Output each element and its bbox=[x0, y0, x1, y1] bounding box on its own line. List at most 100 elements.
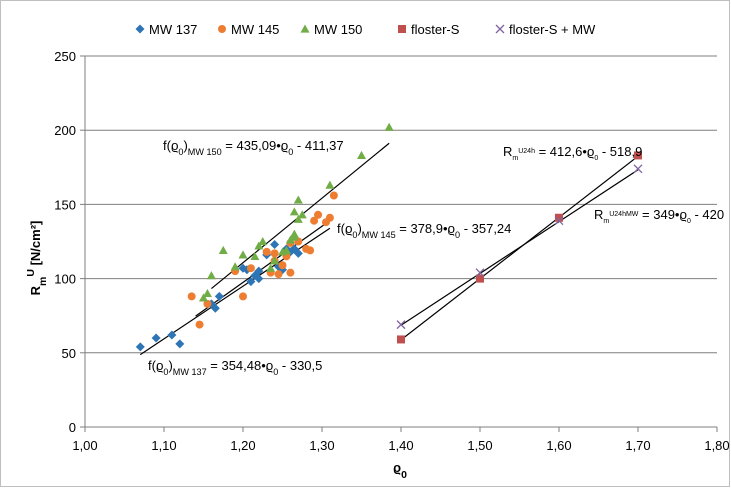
point bbox=[262, 247, 271, 256]
legend-label: floster-S + MW bbox=[509, 22, 596, 37]
y-tick-label: 50 bbox=[62, 346, 76, 361]
point bbox=[199, 293, 208, 302]
annotation-part: f(ϱ bbox=[148, 358, 163, 373]
annotation-part: 0 bbox=[352, 230, 357, 240]
x-axis-label: ϱ0​ bbox=[393, 460, 407, 481]
x-tick-label: 1,00 bbox=[72, 438, 97, 453]
point bbox=[634, 151, 642, 160]
point bbox=[254, 274, 264, 284]
point bbox=[384, 122, 394, 131]
point bbox=[135, 342, 145, 352]
point bbox=[274, 270, 283, 279]
point bbox=[238, 250, 248, 259]
point bbox=[254, 266, 264, 276]
point bbox=[187, 292, 196, 301]
point bbox=[325, 213, 334, 222]
annotation-part: R bbox=[594, 207, 603, 222]
point bbox=[270, 256, 280, 265]
point bbox=[293, 195, 303, 204]
y-axis-label-part: m bbox=[37, 277, 49, 286]
legend-label: MW 137 bbox=[149, 22, 197, 37]
point bbox=[310, 216, 319, 225]
annotation-part: 0 bbox=[288, 147, 293, 157]
legend-marker bbox=[218, 25, 226, 33]
point bbox=[167, 330, 177, 340]
point bbox=[554, 216, 564, 226]
annotation-part: 0 bbox=[455, 230, 460, 240]
annotation-part: 0 bbox=[594, 155, 598, 162]
point bbox=[281, 245, 291, 255]
point bbox=[633, 164, 643, 174]
y-axis-label-part: [N/cm²] bbox=[28, 221, 43, 269]
point bbox=[206, 271, 216, 280]
annotation-part: 0 bbox=[178, 147, 183, 157]
y-tick-label: 200 bbox=[54, 123, 76, 138]
annotation-part: - 420 bbox=[691, 207, 724, 222]
legend-marker bbox=[398, 25, 406, 33]
trendline bbox=[400, 169, 639, 326]
annotation-part: = 435,09•ϱ bbox=[222, 138, 289, 153]
point bbox=[357, 150, 366, 160]
annotation-part: m bbox=[603, 218, 609, 225]
annotation: f(ϱ0​)MW 137​ = 354,48•ϱ0​ - 330,5 bbox=[148, 358, 322, 377]
point bbox=[239, 292, 247, 301]
point bbox=[314, 210, 323, 219]
y-axis-label: Rm​U​ [N/cm²] bbox=[25, 221, 49, 296]
point bbox=[202, 288, 212, 298]
annotation-part: 0 bbox=[687, 218, 691, 225]
point bbox=[175, 339, 185, 349]
point bbox=[270, 249, 279, 258]
annotation-part: ) bbox=[183, 138, 187, 153]
point bbox=[325, 180, 335, 189]
annotation: Rm​U24h​ = 412,6•ϱ0​ - 518,9 bbox=[503, 144, 642, 162]
point bbox=[246, 277, 256, 287]
y-tick-label: 0 bbox=[69, 420, 76, 435]
point bbox=[254, 241, 264, 250]
x-tick-label: 1,80 bbox=[704, 438, 729, 453]
point bbox=[246, 264, 255, 273]
point bbox=[258, 237, 268, 246]
annotation-part: ) bbox=[357, 221, 361, 236]
x-tick-label: 1,10 bbox=[151, 438, 176, 453]
point bbox=[329, 191, 338, 200]
annotation: f(ϱ0​)MW 145​ = 378,9•ϱ0​ - 357,24 bbox=[337, 221, 511, 240]
point bbox=[297, 210, 307, 219]
legend-marker bbox=[300, 24, 310, 33]
annotation-part: U24hMW bbox=[609, 211, 639, 218]
y-axis-label-part: R bbox=[28, 285, 43, 295]
annotation-part: - 357,24 bbox=[460, 221, 511, 236]
point bbox=[293, 214, 303, 223]
point bbox=[210, 303, 220, 313]
annotation-part: m bbox=[512, 155, 518, 162]
point bbox=[397, 335, 405, 344]
annotation-part: f(ϱ bbox=[163, 138, 178, 153]
annotation: f(ϱ0​)MW 150​ = 435,09•ϱ0​ - 411,37 bbox=[163, 138, 344, 157]
x-tick-label: 1,60 bbox=[546, 438, 571, 453]
annotation-part: U24h bbox=[518, 148, 535, 155]
x-axis-label-part: ϱ bbox=[393, 460, 401, 475]
point bbox=[203, 299, 212, 308]
annotation-part: MW 150 bbox=[188, 147, 222, 157]
annotation: Rm​U24hMW​ = 349•ϱ0​ - 420 bbox=[594, 207, 724, 225]
point bbox=[266, 263, 276, 272]
point bbox=[250, 251, 260, 260]
point bbox=[230, 262, 240, 271]
annotation-part: 0 bbox=[273, 367, 278, 377]
x-tick-label: 1,70 bbox=[625, 438, 650, 453]
point bbox=[278, 261, 287, 270]
annotation-part: = 354,48•ϱ bbox=[207, 358, 274, 373]
point bbox=[289, 207, 299, 216]
point bbox=[396, 320, 406, 330]
annotation-part: f(ϱ bbox=[337, 221, 352, 236]
point bbox=[270, 239, 280, 249]
point bbox=[475, 268, 485, 278]
legend-marker bbox=[495, 24, 505, 34]
y-tick-label: 100 bbox=[54, 272, 76, 287]
annotation-part: - 411,37 bbox=[293, 138, 343, 153]
legend-label: MW 145 bbox=[231, 22, 279, 37]
point bbox=[293, 248, 303, 258]
point bbox=[306, 246, 315, 255]
annotation-part: R bbox=[503, 144, 512, 159]
